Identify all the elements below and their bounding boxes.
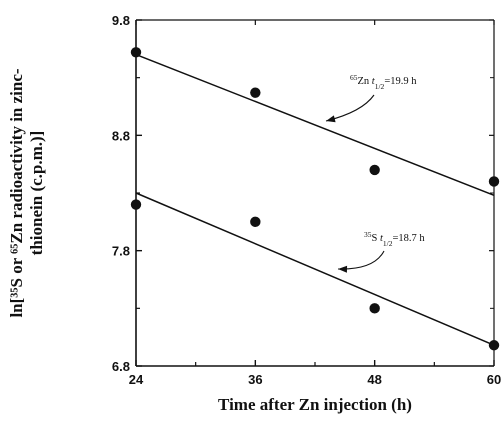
fit-line-s35 xyxy=(135,192,495,346)
data-point-zn65 xyxy=(369,164,380,176)
data-point-s35 xyxy=(488,340,500,351)
data-point-zn65 xyxy=(130,47,142,58)
y-tick-label: 7.8 xyxy=(112,244,130,259)
y-axis-title-line-1: ln[³⁵S or ⁶⁵Zn radioactivity in zinc- xyxy=(7,68,26,317)
data-points xyxy=(130,47,500,351)
y-tick-label: 9.8 xyxy=(112,13,130,28)
x-tick-label: 60 xyxy=(487,372,501,387)
annotation-arrow-s35 xyxy=(337,250,385,270)
x-tick-label: 36 xyxy=(248,372,262,387)
x-axis-title: Time after Zn injection (h) xyxy=(218,395,412,414)
tick-marks: 6.8 7.8 8.8 9.8 24 36 48 60 xyxy=(112,13,501,387)
annotation-s35: 35S t1/2=18.7 h xyxy=(364,230,425,248)
annotation-arrowhead-s35 xyxy=(338,265,348,273)
fit-lines xyxy=(135,53,495,346)
y-tick-label: 6.8 xyxy=(112,359,130,374)
x-tick-label: 24 xyxy=(129,372,144,387)
data-point-s35 xyxy=(130,199,142,210)
data-point-s35 xyxy=(369,303,380,314)
annotation-arrowhead-zn65 xyxy=(326,115,336,123)
x-tick-label: 48 xyxy=(367,372,381,387)
data-point-zn65 xyxy=(250,87,261,98)
y-axis-title-line-2: thionein (c.p.m.)] xyxy=(27,131,46,256)
data-point-s35 xyxy=(250,216,261,228)
annotations: 65Zn t1/2=19.9 h 35S t1/2=18.7 h xyxy=(325,73,425,273)
data-point-zn65 xyxy=(488,176,500,187)
axes xyxy=(135,19,495,367)
y-tick-label: 8.8 xyxy=(112,128,130,143)
annotation-zn65: 65Zn t1/2=19.9 h xyxy=(350,73,417,91)
fit-line-zn65 xyxy=(135,53,495,197)
